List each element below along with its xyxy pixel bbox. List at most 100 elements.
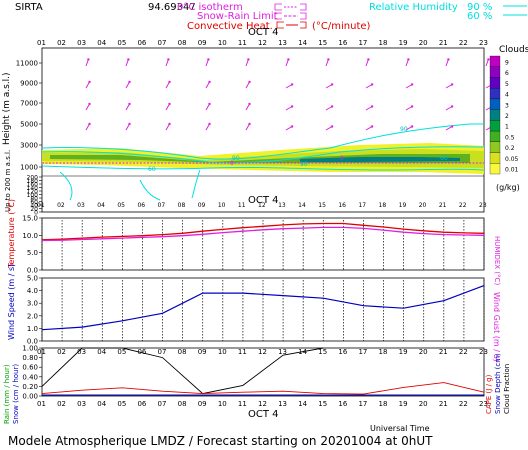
- precip-x-tick-label: 07: [158, 400, 167, 408]
- cloud-x-tick-label: 03: [77, 202, 85, 209]
- precip-x-tick-label-top: 17: [358, 348, 367, 356]
- precip-series-line: [41, 382, 485, 395]
- wind-arrow-head: [87, 58, 90, 61]
- cloud-y-tick-label: 5000: [20, 121, 38, 129]
- precip-x-tick-label: 02: [57, 400, 66, 408]
- rh-contour-label: 60: [148, 166, 156, 173]
- colorbar-tick-label: 4: [505, 92, 509, 99]
- colorbar-swatch: [489, 98, 501, 110]
- cloud-y-tick-label: 160: [27, 182, 39, 189]
- temperature-ylabel: Temperature (°C): [7, 199, 16, 269]
- wind-arrow-head: [450, 125, 454, 128]
- precip-x-tick-label-top: 02: [57, 348, 66, 356]
- colorbar-swatch: [489, 66, 501, 78]
- cloud-x-tick-label: 01: [37, 202, 45, 209]
- cloud-x-tick-label: 04: [97, 202, 105, 209]
- rh-contour-60: [41, 123, 484, 160]
- hour-labels-top: 01 02 03 04 05 06 07 08 09 10 11 12 13 14 15 16 17 18 19 20…: [37, 39, 488, 47]
- colorbar-swatch: [489, 163, 501, 175]
- wind-arrow-head: [290, 83, 294, 86]
- precip-x-tick-label-top: 11: [238, 348, 247, 356]
- cloud-y-tick-label: 120: [27, 189, 39, 196]
- isotherm-legend-bracket: [274, 3, 307, 11]
- wind-arrow-head: [168, 102, 171, 106]
- wind-arrow-head: [370, 83, 374, 86]
- wind-y-tick-label: 4.0: [27, 287, 38, 295]
- hour-label-top: 02: [57, 39, 66, 47]
- wind-arrow-head: [128, 102, 131, 106]
- precip-x-tick-label-top: 03: [77, 348, 86, 356]
- colorbar-tick-label: 0.05: [505, 156, 519, 163]
- legend-convective-unit: (°C/minute): [312, 21, 371, 32]
- precip-x-tick-label-top: 12: [258, 348, 267, 356]
- wind-y-tick-label: 1.0: [27, 325, 38, 333]
- temp-series-line: [41, 222, 485, 241]
- wind-arrow-head: [207, 58, 210, 61]
- wind-arrow-head: [450, 105, 454, 108]
- cloud-y-tick-label: 7000: [20, 100, 38, 108]
- coords-label: 94.69347: [148, 2, 196, 13]
- wind-arrow-head: [247, 58, 250, 61]
- colorbar-tick-label: 0.01: [505, 167, 519, 174]
- isotherm-label: 0: [230, 160, 234, 167]
- cloud-y-tick-label: 80: [30, 196, 38, 203]
- cloud-layer-lightgreen: [42, 149, 484, 168]
- precip-series-line: [41, 347, 324, 395]
- hour-label-top: 13: [278, 39, 287, 47]
- wind-panel-frame: [41, 277, 485, 342]
- legend-convective: Convective Heat.: [187, 21, 273, 32]
- precip-x-tick-label: 23: [479, 400, 488, 408]
- legend-snow-rain: Snow-Rain Limit: [197, 11, 278, 22]
- colorbar-swatch: [489, 109, 501, 121]
- colorbar-swatch: [489, 120, 501, 132]
- cloud-x-tick-label: 14: [298, 202, 306, 209]
- wind-panel: 5.0 4.0 3.0 2.0 1.0 0.0: [27, 275, 485, 346]
- colorbar-tick-label: 0.5: [505, 134, 515, 141]
- snowdepth-ylabel: Snow Depth (cm): [494, 353, 502, 414]
- cloudfraction-ylabel: Cloud Fraction: [503, 364, 511, 414]
- precip-x-tick-label: 21: [439, 400, 448, 408]
- precip-x-tick-label-top: 06: [137, 348, 146, 356]
- wind-arrow-head: [410, 83, 414, 86]
- precip-y-tick-label: 0.80: [22, 354, 38, 362]
- precip-x-tick-label-top: 01: [37, 348, 46, 356]
- wind-arrow-head: [290, 125, 294, 128]
- cloud-ylabel-low: Up to 200 m a.s.l.: [4, 150, 12, 212]
- wind-arrow-head: [407, 58, 410, 61]
- wind-y-tick-label: 0.0: [27, 338, 38, 346]
- hour-label-top: 06: [137, 39, 146, 47]
- cloud-x-tick-label: 07: [158, 202, 166, 209]
- cloud-x-tick-label: 05: [117, 202, 125, 209]
- cloud-x-tick-label: 09: [198, 202, 206, 209]
- precip-x-tick-label: 17: [358, 400, 367, 408]
- cloud-x-tick-label: 12: [258, 202, 266, 209]
- cloud-x-tick-label: 22: [459, 202, 467, 209]
- colorbar-tick-label: 5: [505, 81, 509, 88]
- hour-label-top: 03: [77, 39, 86, 47]
- precip-x-tick-label-top: 20: [419, 348, 428, 356]
- precip-x-tick-label-top: 19: [399, 348, 408, 356]
- precip-x-tick-label: 08: [178, 400, 187, 408]
- cloud-y-tick-label: 0: [34, 210, 38, 217]
- rh-contour-label: 60: [440, 155, 448, 162]
- precip-x-tick-label: 11: [238, 400, 247, 408]
- cloud-y-tick-label: 40: [30, 203, 38, 210]
- wind-arrow-head: [410, 125, 414, 128]
- precip-x-tick-label-top: 07: [158, 348, 167, 356]
- colorbar-tick-label: 3: [505, 102, 509, 109]
- wind-arrow-head: [367, 58, 370, 61]
- precip-x-tick-label-top: 08: [178, 348, 187, 356]
- colorbar-tick-label: 1: [505, 124, 509, 131]
- wind-arrow-head: [370, 125, 374, 128]
- cape-ylabel: CAPE (J / g): [485, 374, 493, 414]
- precip-x-tick-label-top: 13: [278, 348, 287, 356]
- legend-rh-90: 90 %: [467, 2, 492, 13]
- hour-label-top: 16: [338, 39, 347, 47]
- cloud-x-tick-label: 18: [379, 202, 387, 209]
- hour-label-top: 08: [178, 39, 187, 47]
- cloud-y-tick-label: 9000: [20, 80, 38, 88]
- hour-label-top: 15: [318, 39, 327, 47]
- precip-x-tick-label: 04: [97, 400, 106, 408]
- hour-label-top: 09: [198, 39, 207, 47]
